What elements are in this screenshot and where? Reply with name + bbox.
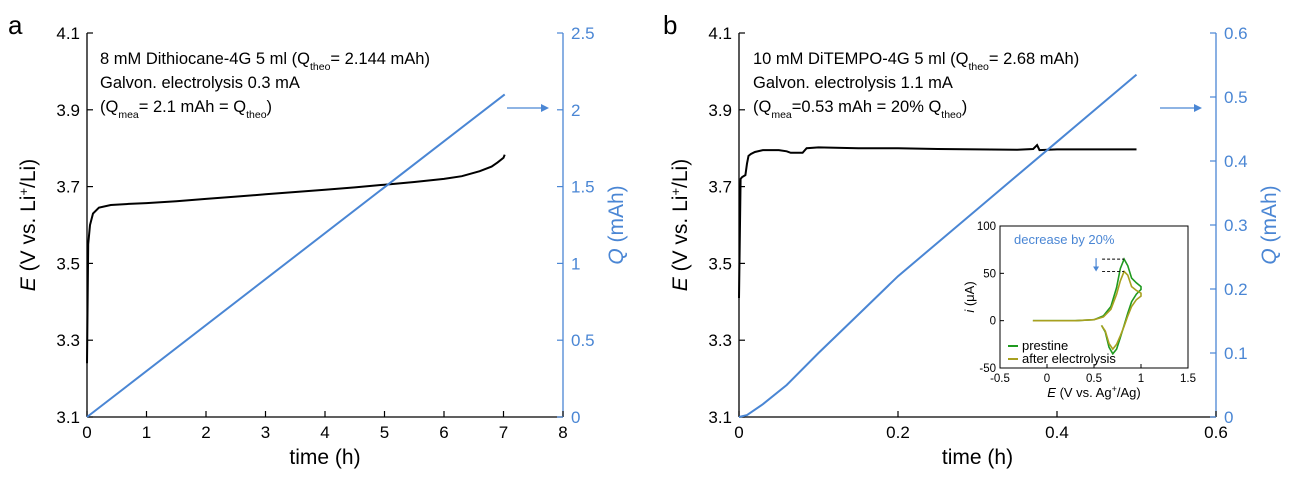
- potential-series-line: [86, 154, 506, 364]
- y-left-tick-label: 3.1: [56, 408, 80, 427]
- y-left-tick-label: 3.5: [708, 254, 732, 273]
- x-tick-label: 6: [439, 423, 448, 442]
- chart-b: b 0 0.2 0.4 0.6 3.1 3.3 3.5 3.7 3.9 4.1 0 0.1 0.2 0.3 0…: [663, 10, 1281, 469]
- x-tick-label: 0.4: [1045, 423, 1069, 442]
- x-tick-label: 3: [261, 423, 270, 442]
- chart-a: a 0 1 2 3 4 5 6 7 8 3.1 3.3 3.5 3.7 3.9 4.1 0 0.5 1 1.5 2 2.5…: [8, 10, 628, 469]
- y-left-tick-label: 4.1: [708, 24, 732, 43]
- x-tick-label: 8: [558, 423, 567, 442]
- panel-label: b: [663, 10, 677, 40]
- y-right-tick-label: 0.5: [571, 331, 595, 350]
- x-tick-label: 2: [201, 423, 210, 442]
- y-right-tick-label: 0.6: [1224, 24, 1248, 43]
- y-left-tick-label: 3.1: [708, 408, 732, 427]
- y-left-tick-label: 3.7: [56, 178, 80, 197]
- inset-y-tick-label: 50: [983, 268, 996, 280]
- y-left-axis-label: E (V vs. Li+/Li): [668, 159, 693, 291]
- inset-y-tick-label: -50: [979, 363, 996, 375]
- annotation-line: Galvon. electrolysis 1.1 mA: [753, 74, 953, 92]
- x-tick-label: 0.2: [886, 423, 910, 442]
- arrow-head-icon: [1194, 104, 1202, 112]
- annotation-line: 8 mM Dithiocane-4G 5 ml (Qtheo= 2.144 mA…: [100, 50, 430, 73]
- annotation-line: (Qmea= 2.1 mAh = Qtheo): [100, 98, 272, 121]
- x-tick-label: 5: [380, 423, 389, 442]
- y-right-tick-label: 2: [571, 101, 580, 120]
- inset-x-tick-label: 1.5: [1180, 373, 1196, 385]
- y-right-tick-label: 0.1: [1224, 344, 1248, 363]
- x-tick-label: 0.6: [1204, 423, 1228, 442]
- y-right-tick-label: 0: [1224, 408, 1233, 427]
- y-right-axis-label: Q (mAh): [605, 185, 628, 264]
- y-left-axis-label: E (V vs. Li+/Li): [16, 159, 41, 291]
- y-left-tick-label: 3.3: [56, 331, 80, 350]
- x-axis-label: time (h): [942, 446, 1013, 469]
- inset-y-tick-label: 0: [990, 316, 996, 328]
- y-right-tick-label: 0.4: [1224, 152, 1248, 171]
- charge-series-line: [86, 93, 506, 418]
- x-tick-label: 0: [734, 423, 743, 442]
- inset-y-axis-label: i (μA): [962, 281, 977, 312]
- arrow-down-icon: [1093, 266, 1100, 272]
- inset-annotation: decrease by 20%: [1014, 232, 1115, 247]
- legend-entry: prestine: [1022, 338, 1068, 353]
- x-tick-label: 7: [499, 423, 508, 442]
- inset-series-prestine: [1032, 257, 1142, 356]
- y-right-axis-label: Q (mAh): [1258, 185, 1281, 264]
- annotation-line: Galvon. electrolysis 0.3 mA: [100, 74, 300, 92]
- y-left-tick-label: 3.5: [56, 254, 80, 273]
- y-left-tick-label: 3.9: [56, 101, 80, 120]
- x-tick-label: 4: [320, 423, 329, 442]
- potential-series-line: [738, 143, 1137, 299]
- inset-frame: [999, 225, 1189, 369]
- y-right-tick-label: 0.2: [1224, 280, 1248, 299]
- arrow-head-icon: [541, 104, 549, 112]
- y-left-tick-label: 4.1: [56, 24, 80, 43]
- annotation-line: (Qmea=0.53 mAh = 20% Qtheo): [753, 98, 967, 121]
- y-left-tick-label: 3.7: [708, 178, 732, 197]
- inset-x-tick-label: 0.5: [1086, 373, 1102, 385]
- y-right-tick-label: 0.3: [1224, 216, 1248, 235]
- y-right-tick-label: 1: [571, 254, 580, 273]
- inset-x-tick-label: 1: [1138, 373, 1144, 385]
- panel-label: a: [8, 10, 23, 40]
- y-left-tick-label: 3.9: [708, 101, 732, 120]
- inset-chart: -0.5 0 0.5 1 1.5 -50 0 50 100 E (V vs. Ag+/Ag) i (…: [962, 221, 1196, 400]
- y-right-tick-label: 1.5: [571, 178, 595, 197]
- inset-series-after-electrolysis: [1032, 269, 1142, 351]
- annotation-line: 10 mM DiTEMPO-4G 5 ml (Qtheo= 2.68 mAh): [753, 50, 1079, 73]
- legend-entry: after electrolysis: [1022, 351, 1116, 366]
- x-axis-label: time (h): [289, 446, 360, 469]
- y-right-tick-label: 2.5: [571, 24, 595, 43]
- x-tick-label: 0: [82, 423, 91, 442]
- y-right-tick-label: 0.5: [1224, 88, 1248, 107]
- inset-x-tick-label: 0: [1044, 373, 1050, 385]
- inset-x-axis-label: E (V vs. Ag+/Ag): [1047, 384, 1140, 400]
- x-tick-label: 1: [142, 423, 151, 442]
- inset-x-tick-label: -0.5: [990, 373, 1010, 385]
- y-right-tick-label: 0: [571, 408, 580, 427]
- charge-series-line: [738, 73, 1138, 418]
- y-left-tick-label: 3.3: [708, 331, 732, 350]
- inset-y-tick-label: 100: [977, 221, 996, 233]
